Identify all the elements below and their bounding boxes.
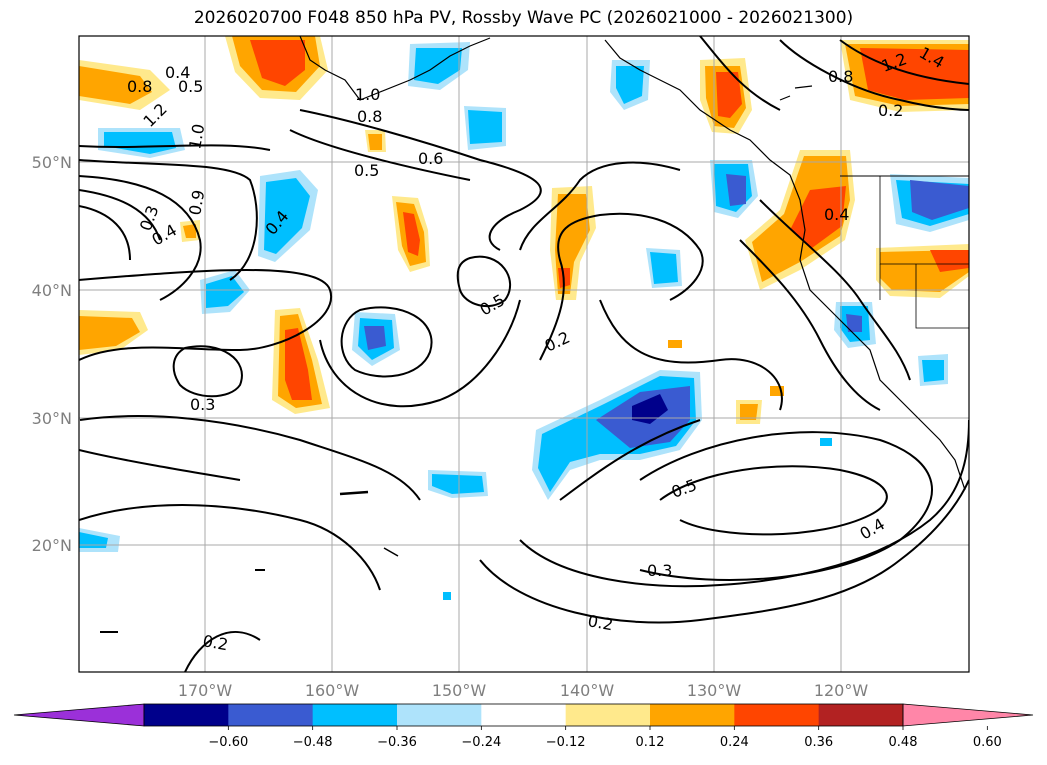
colorbar-tick-label: −0.36 bbox=[377, 735, 417, 750]
colorbar-swatch bbox=[312, 704, 398, 726]
lon-label: 140°W bbox=[560, 681, 615, 700]
contour-label: 0.5 bbox=[477, 290, 509, 319]
coastlines bbox=[100, 36, 969, 633]
colorbar-tick-label: 0.24 bbox=[720, 735, 749, 750]
contour-label: 0.2 bbox=[878, 101, 903, 120]
contour-label: 0.4 bbox=[824, 205, 849, 224]
pv-contours bbox=[79, 36, 969, 672]
colorbar-swatch bbox=[565, 704, 651, 726]
colorbar-extend-high bbox=[902, 703, 1034, 727]
contour-label: 0.3 bbox=[647, 561, 672, 580]
contour-label: 0.2 bbox=[586, 611, 614, 634]
contour-label: 0.4 bbox=[165, 63, 190, 82]
contour-label: 0.3 bbox=[190, 395, 215, 414]
colorbar: −0.60 −0.48 −0.36 −0.24 −0.12 0.12 0.24 0.36 0.4… bbox=[13, 703, 1034, 750]
contour-label: 0.5 bbox=[669, 475, 699, 502]
latitude-labels: 50°N 40°N 30°N 20°N bbox=[32, 153, 72, 555]
contour-label: 0.5 bbox=[178, 77, 203, 96]
lon-label: 150°W bbox=[432, 681, 487, 700]
colorbar-tick-label: 0.60 bbox=[973, 735, 1002, 750]
contour-label: 0.2 bbox=[201, 631, 229, 654]
lon-label: 120°W bbox=[814, 681, 869, 700]
contour-label: 0.8 bbox=[357, 107, 382, 126]
colorbar-tick-label: −0.60 bbox=[208, 735, 248, 750]
contour-label: 1.0 bbox=[185, 122, 208, 150]
colorbar-swatch bbox=[481, 704, 567, 726]
grid-lines bbox=[79, 36, 969, 672]
lat-label: 40°N bbox=[32, 281, 72, 300]
colorbar-tick-label: −0.12 bbox=[546, 735, 586, 750]
colorbar-swatch bbox=[818, 704, 904, 726]
colorbar-swatch bbox=[228, 704, 314, 726]
contour-label: 0.2 bbox=[542, 328, 573, 356]
negative-anomalies bbox=[79, 42, 969, 600]
lon-label: 130°W bbox=[687, 681, 742, 700]
lat-label: 20°N bbox=[32, 536, 72, 555]
lat-label: 30°N bbox=[32, 409, 72, 428]
longitude-labels: 170°W 160°W 150°W 140°W 130°W 120°W bbox=[178, 681, 869, 700]
positive-anomalies bbox=[79, 36, 969, 424]
colorbar-swatch bbox=[734, 704, 820, 726]
colorbar-tick-label: 0.48 bbox=[889, 735, 918, 750]
map-plot-area: 0.4 0.5 0.8 1.2 1.0 1.0 0.8 0.6 0.5 0.3 … bbox=[79, 36, 969, 672]
colorbar-swatch bbox=[650, 704, 735, 726]
contour-label: 0.8 bbox=[828, 67, 853, 86]
lat-label: 50°N bbox=[32, 153, 72, 172]
colorbar-tick-label: 0.12 bbox=[636, 735, 665, 750]
map-title: 2026020700 F048 850 hPa PV, Rossby Wave … bbox=[193, 8, 854, 28]
contour-label: 0.5 bbox=[354, 161, 379, 180]
contour-label: 0.6 bbox=[418, 149, 443, 168]
colorbar-tick-label: 0.36 bbox=[804, 735, 833, 750]
colorbar-extend-low bbox=[13, 703, 145, 727]
contour-label: 1.0 bbox=[355, 85, 380, 104]
lon-label: 170°W bbox=[178, 681, 233, 700]
map-frame bbox=[78, 35, 970, 673]
contour-label: 0.9 bbox=[185, 188, 208, 216]
contour-label: 0.8 bbox=[127, 77, 152, 96]
lon-label: 160°W bbox=[305, 681, 360, 700]
colorbar-swatch bbox=[144, 704, 229, 726]
colorbar-frame bbox=[143, 703, 904, 727]
colorbar-swatch bbox=[397, 704, 482, 726]
colorbar-tick-label: −0.24 bbox=[461, 735, 501, 750]
colorbar-tick-label: −0.48 bbox=[293, 735, 333, 750]
